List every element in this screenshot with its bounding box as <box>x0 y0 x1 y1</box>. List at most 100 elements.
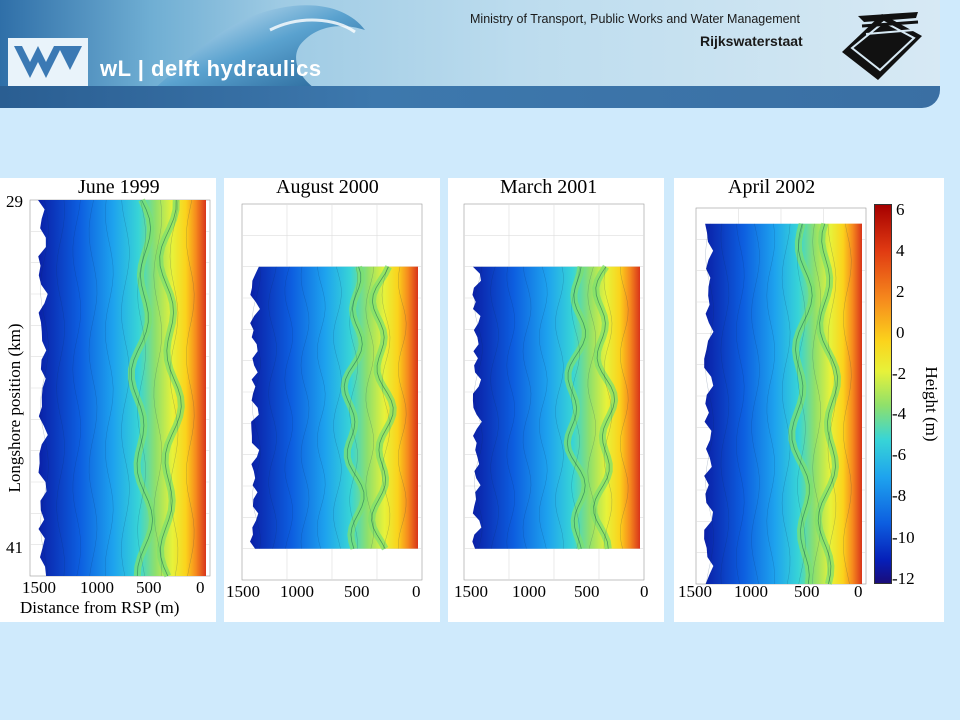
heatmap-plot-3 <box>463 203 645 581</box>
x-tick-label: 1500 <box>226 582 260 601</box>
sandbar-contour <box>343 266 365 549</box>
depth-contour <box>812 223 821 585</box>
x-tick-label: 500 <box>344 582 370 601</box>
x-axis-label: Distance from RSP (m) <box>20 598 180 617</box>
depth-contour <box>603 266 613 549</box>
y-axis-label: Longshore position (km) <box>5 323 24 493</box>
depth-contour <box>349 266 358 549</box>
depth-contour <box>268 266 277 549</box>
depth-contour <box>522 266 532 549</box>
colorbar-tick-label: 0 <box>896 323 905 342</box>
sandbar-contour <box>791 223 813 585</box>
depth-contour <box>474 266 483 549</box>
heatmap-plot-4 <box>695 207 867 585</box>
colorbar-tick-label: -10 <box>892 528 915 547</box>
chart-panel-3: March 2001 1500 1000 500 0 <box>448 176 664 622</box>
colorbar-tick-label: 2 <box>896 282 905 301</box>
x-tick-label: 1000 <box>512 582 546 601</box>
colorbar <box>874 204 892 584</box>
x-tick-label: 500 <box>136 578 162 597</box>
depth-contour <box>365 266 375 549</box>
depth-contour <box>252 266 261 549</box>
header-band <box>0 86 940 108</box>
depth-contour <box>766 223 776 585</box>
sandbar-contour <box>593 266 616 549</box>
depth-contour <box>797 223 806 585</box>
x-tick-label: 0 <box>640 582 649 601</box>
x-tick-label: 1500 <box>678 582 712 601</box>
panel-title: August 2000 <box>276 176 379 198</box>
heatmap-plot-1 <box>29 198 211 578</box>
colorbar-tick-label: -6 <box>892 445 907 464</box>
bathymetry-surface <box>38 200 206 576</box>
bathymetry-surface <box>250 266 418 549</box>
colorbar-tick-label: -4 <box>892 404 907 423</box>
depth-contour <box>284 266 294 549</box>
x-tick-label: 1000 <box>734 582 768 601</box>
ministry-text: Ministry of Transport, Public Works and … <box>470 12 800 26</box>
sandbar-contour <box>817 223 838 585</box>
colorbar-tick-label: 4 <box>896 241 905 260</box>
depth-contour <box>88 199 98 577</box>
wave-graphic <box>150 5 365 92</box>
x-tick-label: 1500 <box>454 582 488 601</box>
depth-contour <box>300 266 310 549</box>
x-tick-label: 1000 <box>280 582 314 601</box>
depth-contour <box>571 266 580 549</box>
depth-contour <box>735 223 745 585</box>
depth-contour <box>705 223 714 585</box>
depth-contour <box>751 223 760 585</box>
sandbar-contour <box>130 199 154 577</box>
depth-contour <box>843 223 852 585</box>
y-tick-label: 29 <box>6 192 23 211</box>
x-tick-label: 1000 <box>80 578 114 597</box>
wl-logo-icon <box>8 38 88 86</box>
depth-contour <box>720 223 730 585</box>
depth-contour <box>587 266 597 549</box>
depth-contour <box>169 199 179 577</box>
x-tick-label: 1500 <box>22 578 56 597</box>
y-tick-label: 41 <box>6 538 23 557</box>
logo-text: wL | delft hydraulics <box>100 56 322 81</box>
x-tick-label: 0 <box>196 578 205 597</box>
depth-contour <box>104 199 114 577</box>
bathymetry-surface <box>472 266 640 549</box>
depth-contour <box>781 223 791 585</box>
depth-contour <box>555 266 564 549</box>
chart-panel-1: June 1999 29 41 Longshore position (km) … <box>0 176 216 622</box>
depth-contour <box>397 266 407 549</box>
depth-contour <box>153 199 163 577</box>
chart-panel-4: April 2002 1500 1000 500 0 6 4 2 0 -2 -4… <box>674 176 944 622</box>
colorbar-tick-label: 6 <box>896 200 905 219</box>
depth-contour <box>490 266 499 549</box>
depth-contour <box>185 199 195 577</box>
panel-title: March 2001 <box>500 176 598 198</box>
x-tick-label: 0 <box>854 582 863 601</box>
depth-contour <box>506 266 516 549</box>
panel-title: June 1999 <box>78 176 160 198</box>
sandbar-contour <box>566 266 586 549</box>
colorbar-tick-label: -12 <box>892 569 915 588</box>
sandbar-contour <box>371 266 394 549</box>
header-banner: wL | delft hydraulics Ministry of Transp… <box>0 0 960 112</box>
depth-contour <box>40 199 49 577</box>
depth-contour <box>72 199 82 577</box>
colorbar-tick-label: -8 <box>892 486 907 505</box>
depth-contour <box>56 199 65 577</box>
colorbar-tick-label: -2 <box>892 364 907 383</box>
depth-contour <box>121 199 130 577</box>
depth-contour <box>381 266 391 549</box>
x-tick-label: 500 <box>574 582 600 601</box>
sandbar-contour <box>159 199 182 577</box>
depth-contour <box>333 266 342 549</box>
x-tick-label: 500 <box>794 582 820 601</box>
chart-panel-2: August 2000 1500 1000 500 0 <box>224 176 440 622</box>
depth-contour <box>619 266 629 549</box>
colorbar-label: Height (m) <box>922 366 941 442</box>
depth-contour <box>137 199 146 577</box>
agency-name: Rijkswaterstaat <box>700 33 803 49</box>
depth-contour <box>538 266 548 549</box>
depth-contour <box>316 266 326 549</box>
depth-contour <box>827 223 837 585</box>
rijkswaterstaat-logo-icon <box>842 12 922 80</box>
